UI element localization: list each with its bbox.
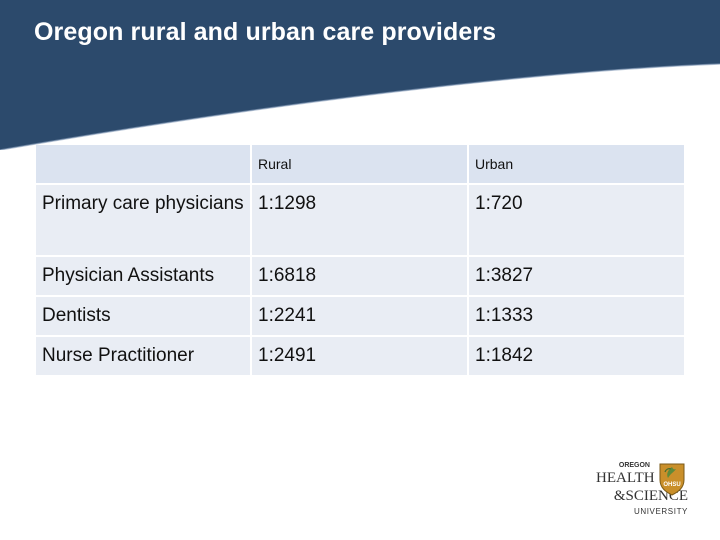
logo-line-oregon: OREGON xyxy=(618,462,650,469)
table-row: Physician Assistants 1:6818 1:3827 xyxy=(36,257,684,295)
urban-ratio: 1:1333 xyxy=(469,297,684,335)
table-row: Dentists 1:2241 1:1333 xyxy=(36,297,684,335)
logo-line-university: UNIVERSITY xyxy=(633,507,688,516)
urban-ratio: 1:3827 xyxy=(469,257,684,295)
title-banner xyxy=(0,0,720,150)
logo-badge-text: OHSU xyxy=(663,482,680,488)
ohsu-seal-icon: OHSU xyxy=(659,463,685,496)
table-row: Nurse Practitioner 1:2491 1:1842 xyxy=(36,337,684,375)
rural-ratio: 1:6818 xyxy=(252,257,467,295)
header-cell-empty xyxy=(36,145,250,183)
rural-ratio: 1:1298 xyxy=(252,185,467,255)
header-cell-rural: Rural xyxy=(252,145,467,183)
row-label: Physician Assistants xyxy=(36,257,250,295)
table-header-row: Rural Urban xyxy=(36,145,684,183)
row-label: Primary care physicians xyxy=(36,185,250,255)
ohsu-logo: OREGON HEALTH &SCIENCE UNIVERSITY OHSU xyxy=(596,460,696,526)
urban-ratio: 1:720 xyxy=(469,185,684,255)
logo-line-health: HEALTH xyxy=(596,470,655,486)
slide-title: Oregon rural and urban care providers xyxy=(34,18,497,46)
row-label: Dentists xyxy=(36,297,250,335)
row-label: Nurse Practitioner xyxy=(36,337,250,375)
urban-ratio: 1:1842 xyxy=(469,337,684,375)
table-row: Primary care physicians 1:1298 1:720 xyxy=(36,185,684,255)
rural-ratio: 1:2491 xyxy=(252,337,467,375)
header-cell-urban: Urban xyxy=(469,145,684,183)
provider-ratio-table: Rural Urban Primary care physicians 1:12… xyxy=(34,143,686,377)
rural-ratio: 1:2241 xyxy=(252,297,467,335)
